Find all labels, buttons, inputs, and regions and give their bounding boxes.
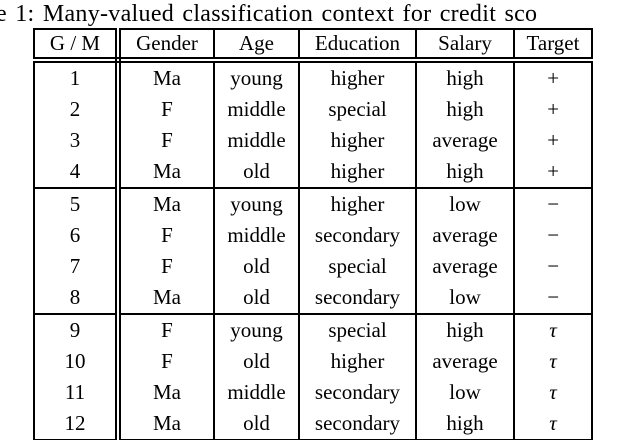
cell-gender: Ma: [118, 408, 215, 440]
cell-target: −: [514, 282, 593, 314]
cell-object-id: 9: [34, 313, 121, 346]
cell-salary: high: [416, 313, 515, 346]
cell-object-id: 2: [34, 94, 121, 125]
cell-salary: high: [416, 156, 515, 188]
cell-salary: average: [416, 251, 515, 282]
cell-education: higher: [299, 156, 417, 188]
cell-education: higher: [299, 125, 417, 156]
table-row: 8 Ma old secondary low −: [34, 282, 593, 314]
cell-object-id: 7: [34, 251, 121, 282]
table-row: 6 F middle secondary average −: [34, 220, 593, 251]
cell-target: τ: [514, 313, 593, 346]
cell-gender: F: [118, 220, 215, 251]
cell-age: old: [214, 156, 300, 188]
table-row: 1 Ma young higher high +: [34, 60, 593, 94]
cell-target: −: [514, 251, 593, 282]
cell-age: old: [214, 282, 300, 314]
column-header-education: Education: [299, 29, 417, 63]
cell-education: higher: [299, 346, 417, 377]
cell-object-id: 10: [34, 346, 121, 377]
column-header-gm: G / M: [34, 29, 121, 63]
cell-object-id: 6: [34, 220, 121, 251]
cell-target: −: [514, 187, 593, 220]
cell-gender: F: [118, 94, 215, 125]
cell-salary: low: [416, 282, 515, 314]
cell-salary: average: [416, 220, 515, 251]
cell-education: secondary: [299, 220, 417, 251]
cell-age: young: [214, 60, 300, 94]
cell-gender: F: [118, 125, 215, 156]
cell-age: middle: [214, 94, 300, 125]
column-header-salary: Salary: [416, 29, 515, 63]
cell-target: τ: [514, 408, 593, 440]
cell-salary: average: [416, 346, 515, 377]
cell-education: higher: [299, 187, 417, 220]
cell-education: higher: [299, 60, 417, 94]
cell-education: special: [299, 313, 417, 346]
cell-object-id: 3: [34, 125, 121, 156]
cell-salary: high: [416, 60, 515, 94]
cell-gender: Ma: [118, 377, 215, 408]
table-row: 4 Ma old higher high +: [34, 156, 593, 188]
cell-gender: Ma: [118, 282, 215, 314]
cell-gender: Ma: [118, 156, 215, 188]
cell-target: +: [514, 125, 593, 156]
table-caption: e 1: Many-valued classification context …: [0, 1, 538, 27]
cell-age: young: [214, 313, 300, 346]
cell-target: +: [514, 156, 593, 188]
cell-age: middle: [214, 377, 300, 408]
cell-object-id: 8: [34, 282, 121, 314]
cell-target: +: [514, 60, 593, 94]
table-row: 2 F middle special high +: [34, 94, 593, 125]
classification-context-table: G / M Gender Age Education Salary Target…: [33, 28, 593, 440]
header-row: G / M Gender Age Education Salary Target: [34, 29, 593, 63]
cell-age: middle: [214, 220, 300, 251]
cell-age: middle: [214, 125, 300, 156]
table-row: 10 F old higher average τ: [34, 346, 593, 377]
cell-salary: high: [416, 408, 515, 440]
cell-target: τ: [514, 346, 593, 377]
cell-salary: low: [416, 377, 515, 408]
cell-age: old: [214, 251, 300, 282]
cell-object-id: 1: [34, 60, 121, 94]
table-row: 9 F young special high τ: [34, 313, 593, 346]
cell-education: secondary: [299, 282, 417, 314]
cell-target: τ: [514, 377, 593, 408]
cell-object-id: 5: [34, 187, 121, 220]
cell-gender: Ma: [118, 60, 215, 94]
cell-gender: F: [118, 313, 215, 346]
cell-object-id: 11: [34, 377, 121, 408]
table-row: 5 Ma young higher low −: [34, 187, 593, 220]
cell-salary: average: [416, 125, 515, 156]
cell-education: special: [299, 251, 417, 282]
column-header-gender: Gender: [118, 29, 215, 63]
cell-age: old: [214, 408, 300, 440]
table-row: 7 F old special average −: [34, 251, 593, 282]
cell-gender: F: [118, 346, 215, 377]
cell-salary: low: [416, 187, 515, 220]
table-row: 12 Ma old secondary high τ: [34, 408, 593, 440]
cell-object-id: 12: [34, 408, 121, 440]
cell-education: secondary: [299, 377, 417, 408]
column-header-age: Age: [214, 29, 300, 63]
cell-target: −: [514, 220, 593, 251]
cell-gender: F: [118, 251, 215, 282]
cell-target: +: [514, 94, 593, 125]
cell-object-id: 4: [34, 156, 121, 188]
cell-education: special: [299, 94, 417, 125]
column-header-target: Target: [514, 29, 593, 63]
cell-age: young: [214, 187, 300, 220]
table-row: 3 F middle higher average +: [34, 125, 593, 156]
cell-education: secondary: [299, 408, 417, 440]
cell-age: old: [214, 346, 300, 377]
table-row: 11 Ma middle secondary low τ: [34, 377, 593, 408]
cell-salary: high: [416, 94, 515, 125]
cell-gender: Ma: [118, 187, 215, 220]
